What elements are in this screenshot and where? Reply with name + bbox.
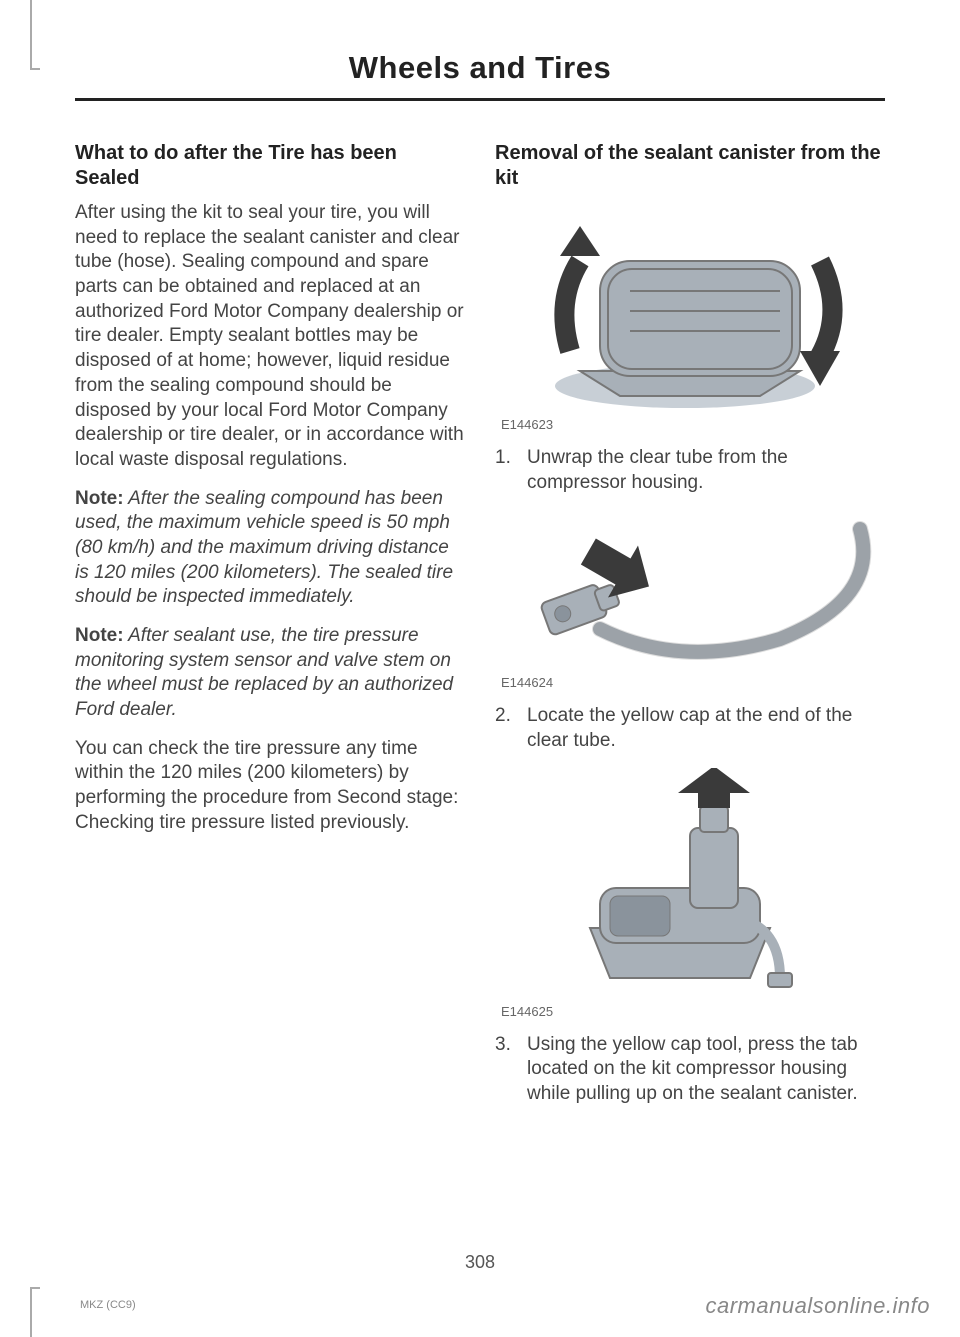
figure-compressor xyxy=(495,201,885,421)
right-column: Removal of the sealant canister from the… xyxy=(495,141,885,1121)
page-number: 308 xyxy=(0,1252,960,1273)
content-columns: What to do after the Tire has been Seale… xyxy=(0,101,960,1121)
left-paragraph-1: After using the kit to seal your tire, y… xyxy=(75,201,465,473)
note-1-text: After the sealing compound has been used… xyxy=(75,488,453,608)
compressor-icon xyxy=(500,201,880,421)
step-3: Using the yellow cap tool, press the tab… xyxy=(495,1033,885,1107)
note-1-label: Note: xyxy=(75,488,124,509)
note-2-text: After sealant use, the tire pressure mon… xyxy=(75,625,453,720)
note-2-label: Note: xyxy=(75,625,124,646)
footer-code: MKZ (CC9) xyxy=(80,1299,136,1311)
step-2: Locate the yellow cap at the end of the … xyxy=(495,704,885,753)
watermark: carmanualsonline.info xyxy=(705,1293,930,1319)
step-list-3: Using the yellow cap tool, press the tab… xyxy=(495,1033,885,1107)
step-list-2: Locate the yellow cap at the end of the … xyxy=(495,704,885,753)
step-1: Unwrap the clear tube from the compresso… xyxy=(495,446,885,495)
note-2: Note: After sealant use, the tire pressu… xyxy=(75,624,465,723)
page-header: Wheels and Tires xyxy=(75,0,885,101)
left-paragraph-2: You can check the tire pressure any time… xyxy=(75,737,465,836)
page-crop-mark-top xyxy=(30,0,40,70)
page-crop-mark-bottom xyxy=(30,1287,40,1337)
step-list-1: Unwrap the clear tube from the compresso… xyxy=(495,446,885,495)
figure-canister xyxy=(495,768,885,1008)
note-1: Note: After the sealing compound has bee… xyxy=(75,487,465,610)
figure-tube xyxy=(495,509,885,679)
canister-icon xyxy=(550,768,830,1008)
tube-icon xyxy=(500,509,880,679)
left-subheading: What to do after the Tire has been Seale… xyxy=(75,141,465,191)
left-column: What to do after the Tire has been Seale… xyxy=(75,141,465,1121)
page-title: Wheels and Tires xyxy=(75,50,885,86)
right-subheading: Removal of the sealant canister from the… xyxy=(495,141,885,191)
